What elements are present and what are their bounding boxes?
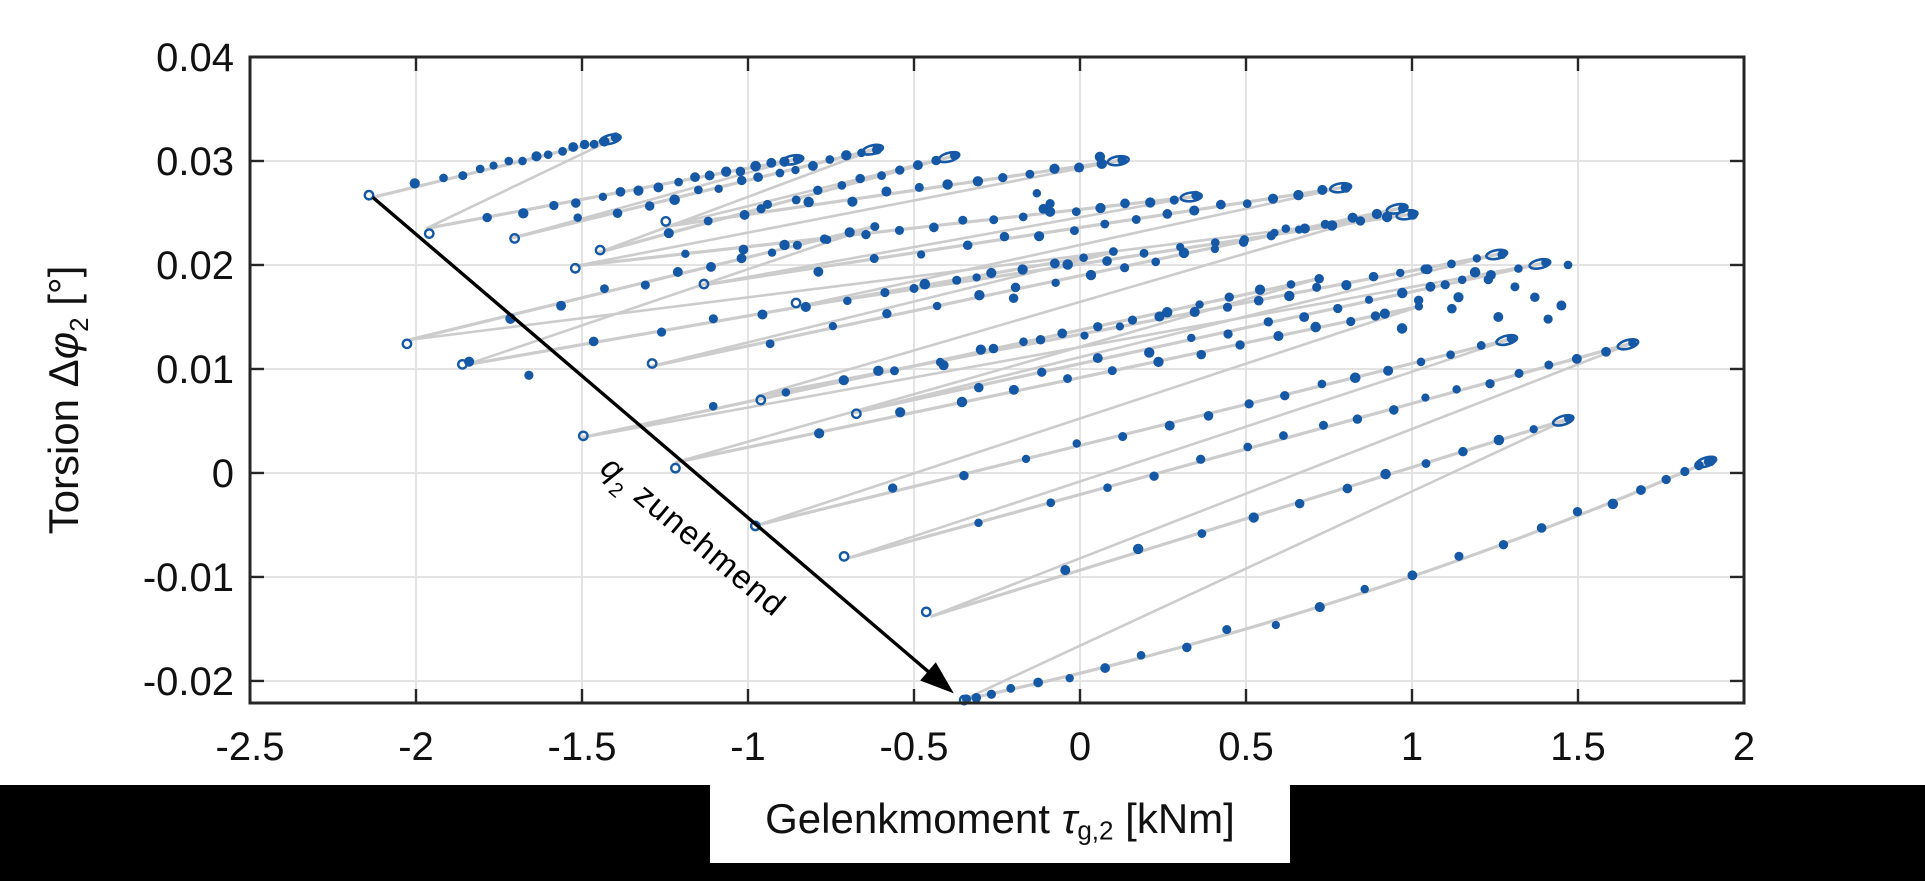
scatter-plot: -2.5 -2 -1.5 -1 -0.5 0 0.5 1 1.5 2 0.04 0.03 0.02 0.0… (40, 36, 1755, 769)
x-tick-label: -2 (398, 725, 434, 769)
y-tick-label: -0.01 (143, 556, 234, 600)
y-tick-label: 0 (212, 452, 234, 496)
axes-box (248, 55, 1746, 705)
x-axis-label: Gelenkmoment τg,2 [kNm] (765, 794, 1235, 846)
series-lines (372, 136, 1712, 702)
y-axis-label: Torsion Δφ2​ [°] (40, 266, 94, 535)
y-tick-label: -0.02 (143, 660, 234, 704)
x-tick-label: 2 (1733, 725, 1755, 769)
y-tick-label: 0.01 (156, 348, 234, 392)
svg-text:q2​ zunehmend: q2​ zunehmend (589, 448, 794, 630)
x-tick-label: -0.5 (880, 725, 949, 769)
tick-labels: -2.5 -2 -1.5 -1 -0.5 0 0.5 1 1.5 2 0.04 0.03 0.02 0.0… (143, 36, 1755, 769)
annotation-arrow (371, 196, 954, 694)
x-tick-label: 0.5 (1218, 725, 1274, 769)
series-hooks (598, 133, 1718, 469)
x-tick-label: -1.5 (548, 725, 617, 769)
annotation-label: q2​ zunehmend (589, 448, 794, 630)
y-tick-label: 0.02 (156, 244, 234, 288)
x-tick-label: -2.5 (216, 725, 285, 769)
series-dots (363, 132, 1716, 706)
svg-text:Torsion Δφ2​ [°]: Torsion Δφ2​ [°] (40, 266, 94, 535)
x-axis-label-box: Gelenkmoment τg,2 [kNm] (710, 778, 1290, 863)
y-tick-label: 0.04 (156, 36, 234, 80)
series-connectors (409, 136, 1634, 701)
x-tick-label: 1.5 (1550, 725, 1606, 769)
x-tick-label: 1 (1401, 725, 1423, 769)
gridlines (250, 57, 1744, 703)
x-tick-label: -1 (730, 725, 766, 769)
y-tick-label: 0.03 (156, 140, 234, 184)
x-tick-label: 0 (1069, 725, 1091, 769)
